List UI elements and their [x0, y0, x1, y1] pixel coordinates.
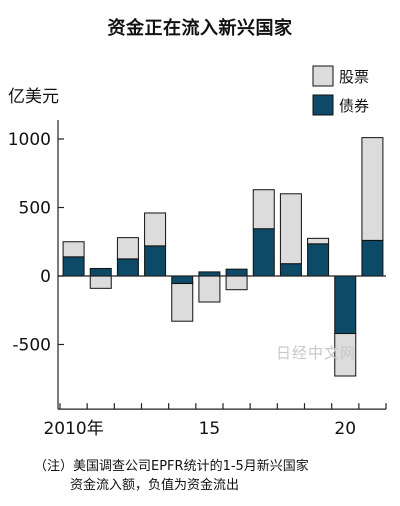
- x-tick-label-2020: 20: [334, 419, 356, 439]
- bar-stocks-2019: [307, 237, 330, 245]
- note-line-2: 资金流入额，负值为资金流出: [70, 478, 240, 493]
- bar-stocks-2011: [89, 275, 112, 289]
- bar-stocks-2013: [144, 212, 167, 247]
- legend-label-stocks: 股票: [339, 68, 370, 86]
- x-tick-label-2015: 15: [199, 419, 221, 439]
- bar-stocks-2018: [279, 193, 302, 265]
- bar-stocks-2021: [361, 137, 384, 241]
- y-tick-label-500: 500: [19, 199, 51, 219]
- bar-bonds-2015: [198, 271, 221, 277]
- bar-bonds-2017: [252, 228, 275, 277]
- bar-bonds-2011: [89, 267, 112, 277]
- bar-bonds-2016: [225, 268, 248, 277]
- y-axis-unit-label: 亿美元: [8, 87, 59, 107]
- y-tick-label-0: 0: [40, 267, 51, 287]
- bar-stocks-2012: [116, 237, 139, 260]
- bar-bonds-2014: [171, 275, 194, 285]
- bar-stocks-2020: [334, 333, 357, 377]
- bar-stocks-2016: [225, 275, 248, 291]
- bar-stocks-2010: [62, 241, 85, 258]
- chart-title: 资金正在流入新兴国家: [107, 18, 293, 39]
- y-tick-label--500: -500: [12, 336, 51, 356]
- bar-bonds-2018: [279, 263, 302, 277]
- bar-bonds-2013: [144, 245, 167, 277]
- legend-swatch-bonds: [312, 94, 334, 116]
- legend-label-bonds: 债券: [339, 97, 370, 115]
- bar-bonds-2010: [62, 256, 85, 277]
- watermark: 日经中文网: [276, 344, 357, 362]
- bar-stocks-2017: [252, 189, 275, 230]
- bar-stocks-2015: [198, 275, 221, 303]
- legend-swatch-stocks: [312, 65, 334, 87]
- bar-bonds-2019: [307, 243, 330, 277]
- note-line-1: （注）美国调查公司EPFR统计的1-5月新兴国家: [34, 459, 309, 474]
- bar-bonds-2020: [334, 275, 357, 335]
- bar-bonds-2012: [116, 258, 139, 277]
- bar-bonds-2021: [361, 239, 384, 277]
- bar-stocks-2014: [171, 283, 194, 322]
- x-tick-label-2010: 2010年: [43, 419, 103, 439]
- y-tick-label-1000: 1000: [8, 130, 51, 150]
